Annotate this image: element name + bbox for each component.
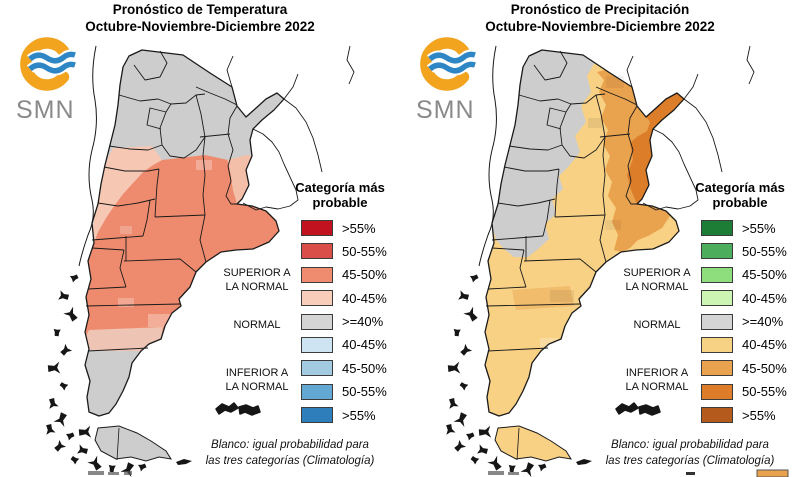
legend-item: >55% <box>284 407 396 424</box>
footnote: Blanco: igual probabilidad para las tres… <box>205 439 375 467</box>
map-argentina-precipitation <box>446 45 789 477</box>
legend-item: 45-50% <box>684 266 796 283</box>
legend-item: 50-55% <box>684 243 796 260</box>
legend-item: 40-45% <box>284 336 396 353</box>
legend-swatch <box>701 360 733 377</box>
legend-label: 50-55% <box>342 384 387 400</box>
smn-logo-icon <box>420 37 477 91</box>
legend-label: 50-55% <box>342 243 387 259</box>
legend-swatch <box>701 220 733 236</box>
legend-item: >=40% <box>284 313 396 330</box>
legend-swatch <box>301 290 333 307</box>
legend-item: 50-55% <box>284 383 396 400</box>
legend-swatch <box>701 243 733 260</box>
legend-label: >55% <box>342 407 376 423</box>
legend-label: 50-55% <box>742 384 787 400</box>
legend-precipitation: Categoría más probable >55% 50-55% 45-50% 4… <box>684 180 796 432</box>
legend-label: 45-50% <box>342 267 387 283</box>
map-argentina-temperature <box>46 45 355 477</box>
legend-item: 50-55% <box>684 383 796 400</box>
legend-item: >55% <box>284 220 396 236</box>
category-label-normal: NORMAL <box>633 319 681 331</box>
legend-label: >=40% <box>742 314 784 330</box>
legend-label: >=40% <box>342 314 384 330</box>
smn-logo: SMN <box>413 34 497 124</box>
legend-swatch <box>701 266 733 283</box>
smn-logo-icon <box>20 37 77 91</box>
legend-temperature: Categoría más probable >55% 50-55% 45-50% 4… <box>284 180 396 432</box>
legend-item: 40-45% <box>684 290 796 307</box>
category-label-below-normal: INFERIOR A LA NORMAL <box>625 367 689 393</box>
legend-item: 50-55% <box>284 243 396 260</box>
legend-swatch <box>701 407 733 424</box>
legend-title: Categoría más probable <box>295 180 385 210</box>
legend-swatch <box>701 313 733 330</box>
panel-title-line1: Pronóstico de Temperatura <box>112 2 288 17</box>
legend-title: Categoría más probable <box>695 180 785 210</box>
category-label-above-normal: SUPERIOR A LA NORMAL <box>623 267 691 293</box>
footnote: Blanco: igual probabilidad para las tres… <box>605 439 775 467</box>
panel-title-line1: Pronóstico de Precipitación <box>510 2 690 17</box>
legend-swatch <box>301 220 333 236</box>
legend-item: 45-50% <box>684 360 796 377</box>
legend-swatch <box>301 313 333 330</box>
legend-label: >55% <box>342 220 376 236</box>
legend-item: >55% <box>684 220 796 236</box>
legend-label: 40-45% <box>342 337 387 353</box>
legend-label: 40-45% <box>742 290 787 306</box>
smn-logo-text: SMN <box>16 96 75 124</box>
legend-label: >55% <box>742 220 776 236</box>
legend-label: 50-55% <box>742 243 787 259</box>
smn-logo-text: SMN <box>416 96 475 124</box>
category-label-above-normal: SUPERIOR A LA NORMAL <box>223 267 291 293</box>
legend-item: >55% <box>684 407 796 424</box>
legend-item: >=40% <box>684 313 796 330</box>
panel-temperature: Pronóstico de Temperatura Octubre-Noviem… <box>13 2 396 477</box>
panel-title-line2: Octubre-Noviembre-Diciembre 2022 <box>85 18 315 34</box>
legend-item: 45-50% <box>284 360 396 377</box>
legend-item: 40-45% <box>284 290 396 307</box>
legend-item: 40-45% <box>684 336 796 353</box>
smn-logo: SMN <box>13 34 97 124</box>
legend-label: 40-45% <box>342 290 387 306</box>
legend-swatch <box>301 383 333 400</box>
legend-label: 45-50% <box>742 360 787 376</box>
legend-rows: >55% 50-55% 45-50% 40-45% >=40% 40-45% 45-50% 5… <box>684 220 796 424</box>
legend-swatch <box>701 383 733 400</box>
category-label-below-normal: INFERIOR A LA NORMAL <box>225 367 289 393</box>
legend-label: >55% <box>742 407 776 423</box>
legend-swatch <box>701 290 733 307</box>
category-label-normal: NORMAL <box>233 319 281 331</box>
panel-title-line2: Octubre-Noviembre-Diciembre 2022 <box>485 18 715 34</box>
legend-swatch <box>701 336 733 353</box>
legend-label: 45-50% <box>342 360 387 376</box>
legend-item: 45-50% <box>284 266 396 283</box>
legend-swatch <box>301 360 333 377</box>
legend-swatch <box>301 243 333 260</box>
legend-swatch <box>301 266 333 283</box>
panel-title: Pronóstico de Precipitación Octubre-Novi… <box>430 2 770 35</box>
legend-swatch <box>301 336 333 353</box>
panel-title: Pronóstico de Temperatura Octubre-Noviem… <box>30 2 370 35</box>
panel-precipitation: Pronóstico de Precipitación Octubre-Novi… <box>400 0 800 477</box>
legend-rows: >55% 50-55% 45-50% 40-45% >=40% 40-45% 45-50% 5… <box>284 220 396 424</box>
legend-label: 45-50% <box>742 267 787 283</box>
legend-label: 40-45% <box>742 337 787 353</box>
legend-swatch <box>301 407 333 424</box>
